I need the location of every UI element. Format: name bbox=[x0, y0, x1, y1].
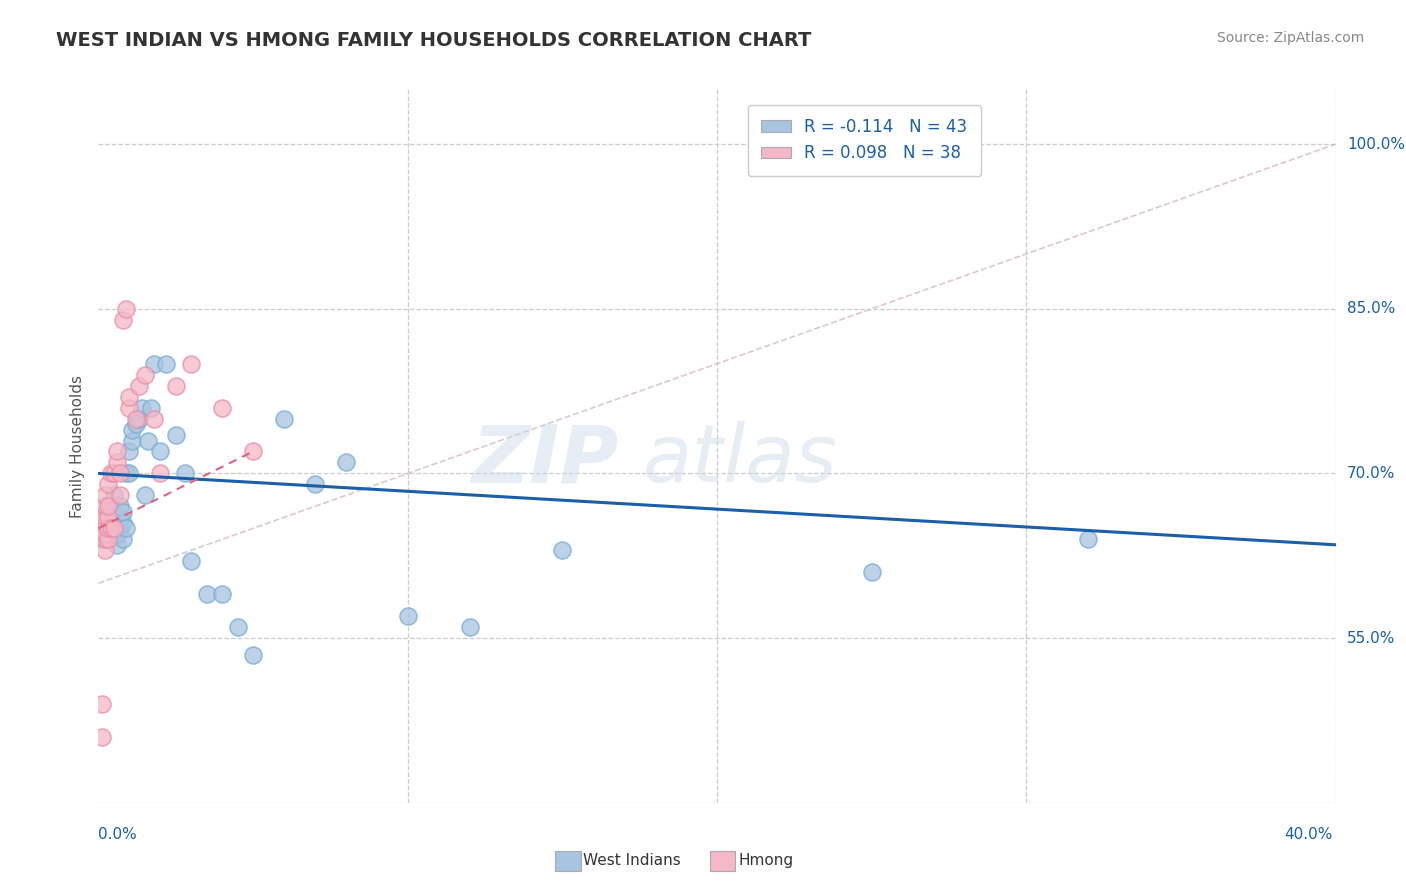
Point bbox=[118, 390, 141, 404]
Point bbox=[115, 467, 138, 481]
Text: Source: ZipAtlas.com: Source: ZipAtlas.com bbox=[1216, 31, 1364, 45]
Point bbox=[105, 538, 128, 552]
Point bbox=[211, 401, 233, 415]
Point bbox=[121, 423, 143, 437]
Point bbox=[273, 411, 295, 425]
Point bbox=[112, 505, 135, 519]
Y-axis label: Family Households: Family Households bbox=[70, 375, 86, 517]
Point bbox=[124, 411, 146, 425]
Text: WEST INDIAN VS HMONG FAMILY HOUSEHOLDS CORRELATION CHART: WEST INDIAN VS HMONG FAMILY HOUSEHOLDS C… bbox=[56, 31, 811, 50]
Point bbox=[134, 488, 156, 502]
Point bbox=[143, 357, 166, 371]
Point bbox=[93, 488, 115, 502]
Point bbox=[211, 587, 233, 601]
Point bbox=[124, 417, 146, 431]
Point bbox=[93, 516, 115, 530]
Text: ZIP: ZIP bbox=[471, 421, 619, 500]
Point bbox=[108, 467, 131, 481]
Point bbox=[195, 587, 218, 601]
Point bbox=[396, 609, 419, 624]
Point bbox=[155, 357, 177, 371]
Point bbox=[165, 378, 187, 392]
Point bbox=[97, 477, 120, 491]
Point bbox=[97, 500, 120, 514]
Point bbox=[103, 521, 125, 535]
Point bbox=[103, 488, 125, 502]
Point bbox=[128, 378, 150, 392]
Point bbox=[100, 467, 122, 481]
Point bbox=[97, 533, 120, 547]
Point bbox=[90, 730, 112, 744]
Point bbox=[551, 543, 574, 558]
Point bbox=[143, 411, 166, 425]
Point bbox=[174, 467, 197, 481]
Point bbox=[93, 510, 115, 524]
Point bbox=[1077, 533, 1099, 547]
Point bbox=[118, 467, 141, 481]
Point bbox=[112, 516, 135, 530]
Point bbox=[112, 312, 135, 326]
Point bbox=[97, 500, 120, 514]
Text: 55.0%: 55.0% bbox=[1347, 631, 1395, 646]
Point bbox=[112, 533, 135, 547]
Point bbox=[103, 467, 125, 481]
Point bbox=[304, 477, 326, 491]
Point bbox=[90, 510, 112, 524]
Point bbox=[115, 521, 138, 535]
Text: 100.0%: 100.0% bbox=[1347, 136, 1405, 152]
Point bbox=[93, 533, 115, 547]
Point bbox=[90, 697, 112, 711]
Point bbox=[180, 554, 202, 568]
Point bbox=[97, 510, 120, 524]
Text: West Indians: West Indians bbox=[583, 854, 682, 868]
Point bbox=[136, 434, 159, 448]
Point bbox=[108, 521, 131, 535]
Point bbox=[128, 411, 150, 425]
Point bbox=[90, 533, 112, 547]
Point bbox=[226, 620, 249, 634]
Point bbox=[860, 566, 883, 580]
Point bbox=[180, 357, 202, 371]
Point bbox=[118, 444, 141, 458]
Point bbox=[105, 526, 128, 541]
Point bbox=[105, 455, 128, 469]
Point bbox=[97, 521, 120, 535]
Text: 85.0%: 85.0% bbox=[1347, 301, 1395, 317]
Point bbox=[242, 648, 264, 662]
Point bbox=[335, 455, 357, 469]
Point bbox=[105, 444, 128, 458]
Point bbox=[100, 510, 122, 524]
Text: atlas: atlas bbox=[643, 421, 838, 500]
Point bbox=[121, 434, 143, 448]
Point bbox=[131, 401, 153, 415]
Point bbox=[149, 467, 172, 481]
Point bbox=[242, 444, 264, 458]
Text: 40.0%: 40.0% bbox=[1285, 827, 1333, 841]
Point bbox=[115, 301, 138, 316]
Point bbox=[458, 620, 481, 634]
Point bbox=[165, 428, 187, 442]
Text: Hmong: Hmong bbox=[738, 854, 793, 868]
Point bbox=[108, 488, 131, 502]
Point bbox=[149, 444, 172, 458]
Point bbox=[90, 521, 112, 535]
Point bbox=[118, 401, 141, 415]
Text: 0.0%: 0.0% bbox=[98, 827, 138, 841]
Point bbox=[93, 526, 115, 541]
Point bbox=[134, 368, 156, 382]
Text: 70.0%: 70.0% bbox=[1347, 466, 1395, 481]
Point bbox=[103, 521, 125, 535]
Point bbox=[108, 510, 131, 524]
Legend: R = -0.114   N = 43, R = 0.098   N = 38: R = -0.114 N = 43, R = 0.098 N = 38 bbox=[748, 104, 981, 176]
Point bbox=[93, 543, 115, 558]
Point bbox=[100, 521, 122, 535]
Point bbox=[93, 500, 115, 514]
Point bbox=[108, 500, 131, 514]
Point bbox=[139, 401, 162, 415]
Point bbox=[93, 533, 115, 547]
